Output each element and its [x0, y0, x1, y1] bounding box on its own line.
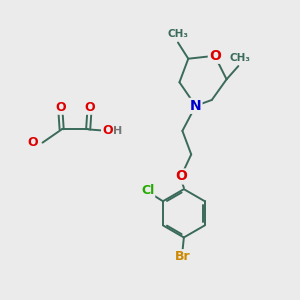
Text: O: O — [28, 136, 38, 149]
Text: Br: Br — [175, 250, 190, 263]
Text: CH₃: CH₃ — [167, 29, 188, 39]
Text: O: O — [175, 169, 187, 184]
Text: O: O — [209, 49, 221, 63]
Text: Cl: Cl — [141, 184, 154, 197]
Text: N: N — [190, 99, 202, 113]
Text: O: O — [84, 101, 95, 114]
Text: H: H — [112, 126, 122, 136]
Text: O: O — [102, 124, 112, 137]
Text: CH₃: CH₃ — [229, 52, 250, 62]
Text: O: O — [55, 101, 65, 114]
